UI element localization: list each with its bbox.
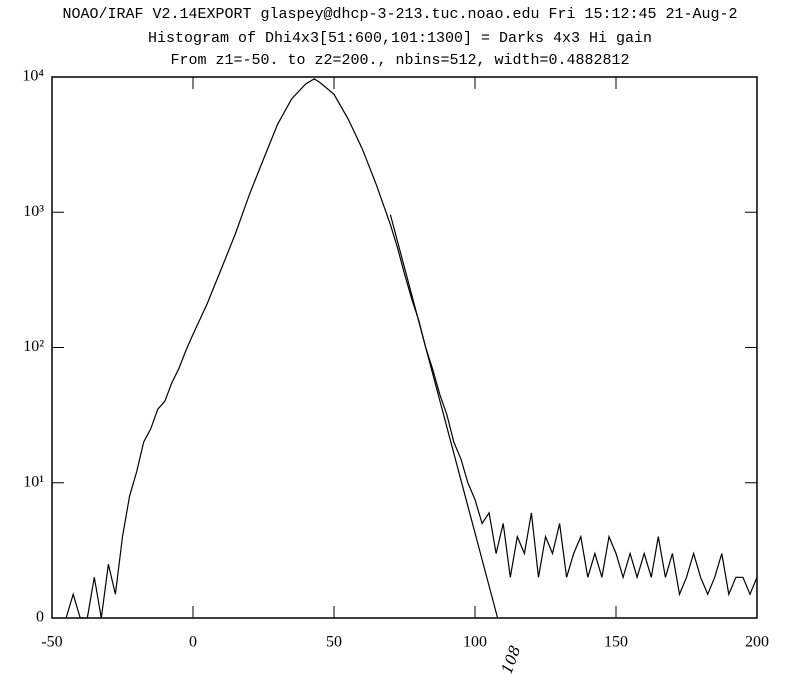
y-tick-label: 10⁴	[22, 68, 44, 85]
x-tick-label: 50	[326, 634, 342, 651]
x-tick-label: 200	[745, 634, 769, 651]
y-tick-label: 0	[36, 609, 44, 626]
x-tick-label: 150	[604, 634, 628, 651]
plot-frame	[51, 76, 758, 619]
chart-title: NOAO/IRAF V2.14EXPORT glaspey@dhcp-3-213…	[62, 6, 737, 23]
x-tick-label: -50	[41, 634, 62, 651]
y-tick-label: 10²	[23, 338, 44, 355]
chart-subtitle: Histogram of Dhi4x3[51:600,101:1300] = D…	[148, 30, 652, 47]
line	[389, 214, 499, 619]
y-tick-label: 10¹	[23, 473, 44, 490]
x-tick-label: 100	[463, 634, 487, 651]
y-tick-label: 10³	[23, 203, 44, 220]
chart-subtitle: From z1=-50. to z2=200., nbins=512, widt…	[170, 52, 629, 69]
line	[65, 78, 758, 619]
x-tick-label: 0	[189, 634, 197, 651]
annotation: 108	[498, 643, 525, 676]
